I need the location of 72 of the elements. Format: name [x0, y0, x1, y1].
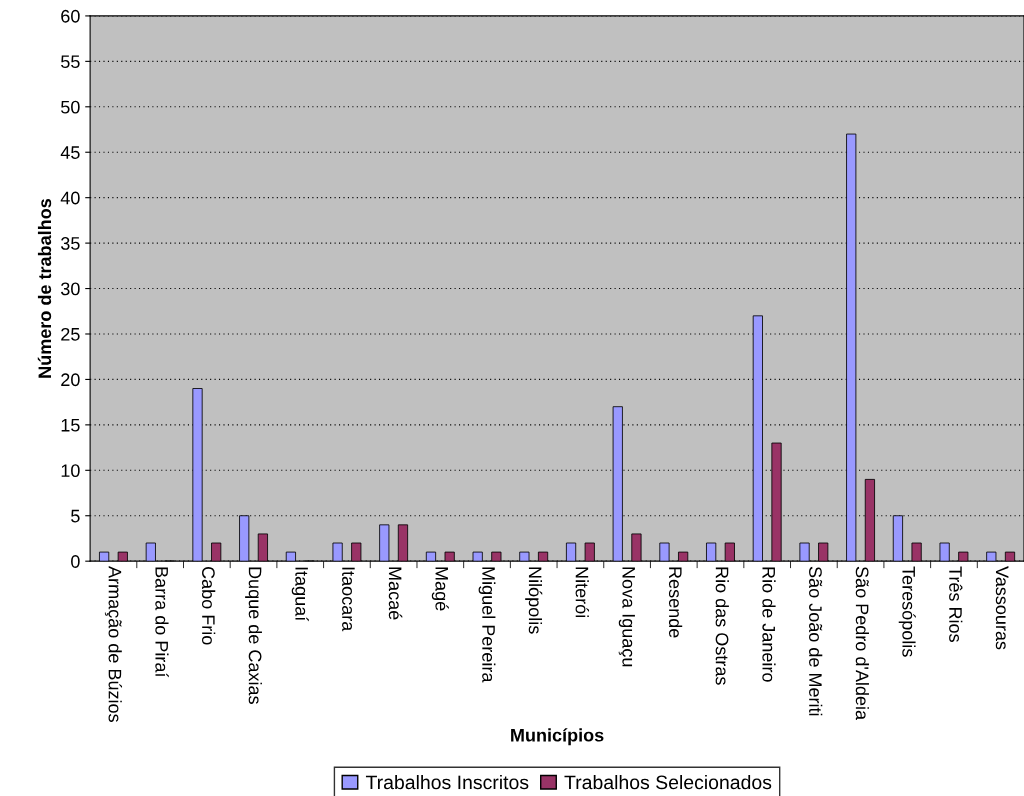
- bar: [565, 542, 577, 562]
- bar: [986, 551, 997, 562]
- bar: [444, 551, 455, 562]
- x-tick-label: São Pedro d'Aldeia: [855, 566, 869, 721]
- x-tick-label: Magé: [431, 567, 449, 611]
- bar: [724, 542, 735, 562]
- bar: [939, 542, 950, 562]
- bar: [145, 542, 156, 562]
- y-tick-label: 45: [60, 146, 80, 159]
- bar: [351, 542, 362, 562]
- bar: [771, 442, 782, 562]
- legend-label: Trabalhos Inscritos: [365, 774, 529, 790]
- bar: [706, 542, 717, 562]
- y-tick-label: 15: [61, 418, 80, 432]
- bar: [537, 551, 549, 562]
- x-tick-label: Duque de Caxias: [245, 567, 262, 704]
- x-tick-label: Miguel Pereira: [478, 567, 496, 683]
- bar: [257, 533, 268, 562]
- y-tick-label: 25: [61, 327, 80, 341]
- bar: [799, 542, 810, 562]
- y-tick-label: 0: [71, 555, 80, 568]
- bar: [519, 551, 530, 562]
- y-tick-label: 20: [61, 373, 80, 387]
- bar: [472, 551, 483, 562]
- x-axis-title: Municípios: [511, 728, 604, 746]
- y-tick-label: 40: [60, 191, 80, 205]
- y-tick-label: 35: [61, 237, 80, 250]
- y-tick-label: 55: [61, 55, 80, 69]
- bar: [332, 542, 343, 562]
- bar: [631, 533, 642, 562]
- bar: [678, 551, 689, 562]
- y-tick-label: 10: [61, 464, 80, 478]
- x-tick-label: Niterói: [575, 567, 590, 617]
- x-tick-label: Nilópolis: [525, 567, 543, 634]
- bar: [425, 551, 437, 562]
- bar: [397, 524, 409, 562]
- x-tick-label: São João de Meriti: [809, 566, 823, 716]
- x-tick-label: Teresópolis: [898, 566, 916, 657]
- y-tick-label: 30: [61, 282, 80, 296]
- x-tick-label: Três Rios: [949, 566, 963, 642]
- y-tick-label: 50: [61, 100, 80, 114]
- bar: [659, 542, 670, 562]
- y-tick-label: 5: [71, 509, 80, 523]
- bar: [1004, 551, 1016, 562]
- x-tick-label: Cabo Frio: [202, 566, 216, 645]
- bar: [958, 551, 969, 562]
- bar: [818, 542, 829, 562]
- legend-label: Trabalhos Selecionados: [564, 774, 772, 790]
- bar: [211, 542, 222, 562]
- x-tick-label: Nova Iguaçu: [618, 567, 635, 667]
- bar: [864, 478, 875, 562]
- x-tick-label: Vassouras: [995, 566, 1009, 650]
- x-tick-label: Rio das Ostras: [715, 567, 729, 685]
- bar: [285, 551, 296, 562]
- bar: [491, 551, 502, 562]
- x-tick-label: Resende: [668, 567, 683, 638]
- bar: [117, 551, 128, 562]
- bar: [379, 524, 390, 562]
- x-tick-label: Rio de Janeiro: [762, 567, 776, 682]
- bar: [192, 388, 203, 562]
- x-tick-label: Armação de Búzios: [104, 566, 123, 722]
- bar: [612, 406, 623, 562]
- x-tick-label: Barra do Piraí: [155, 567, 169, 678]
- y-axis-title: Número de trabalhos: [37, 198, 52, 378]
- y-tick-label: 60: [61, 9, 80, 23]
- x-tick-label: Macaé: [388, 567, 403, 620]
- x-tick-label: Itaocara: [342, 567, 355, 632]
- bar: [911, 542, 922, 562]
- bar: [584, 542, 595, 562]
- x-tick-label: Itaguaí: [291, 567, 309, 622]
- bar: [752, 315, 763, 562]
- bar: [99, 551, 110, 562]
